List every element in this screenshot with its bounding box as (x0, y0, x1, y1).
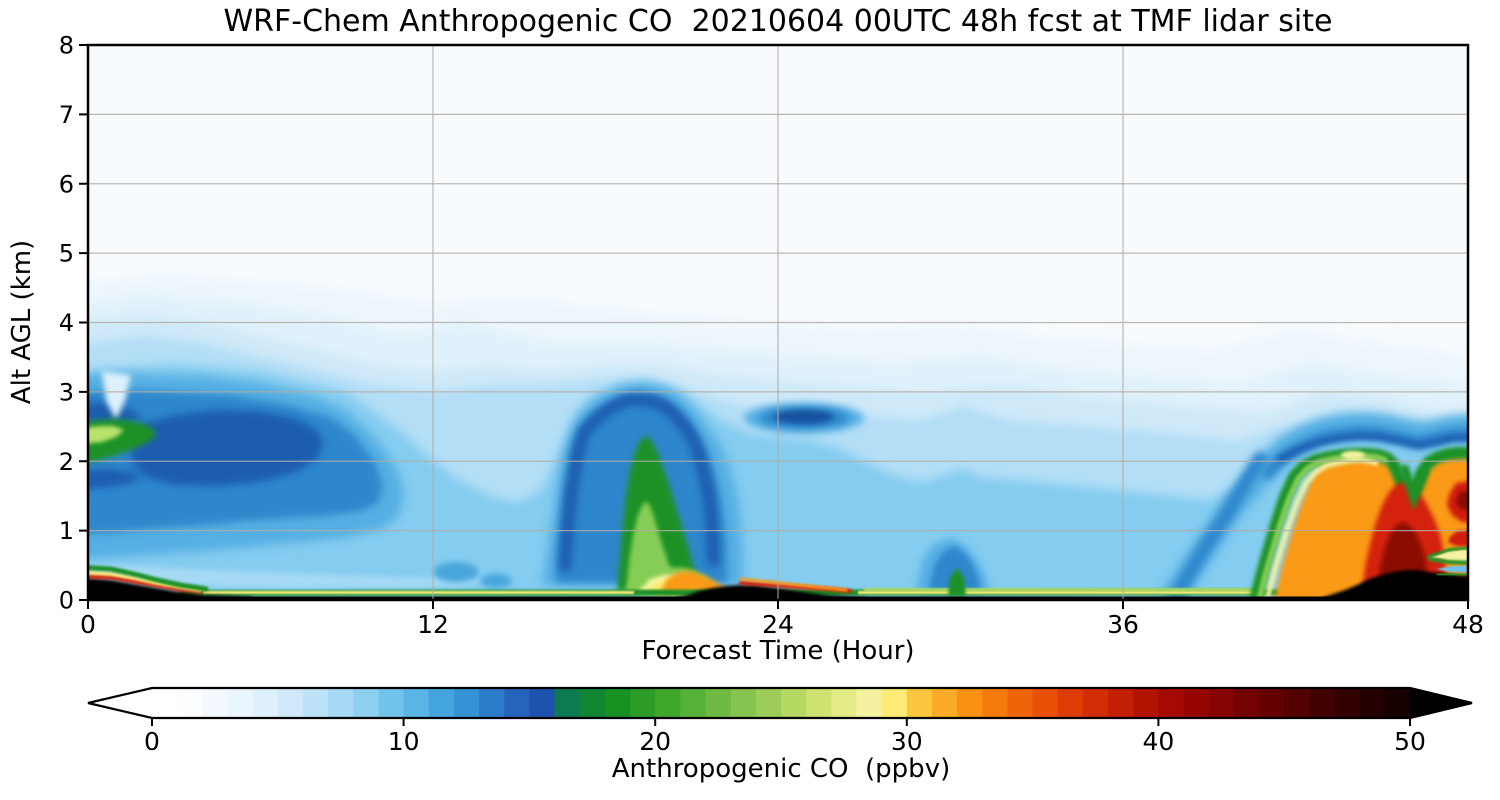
colorbar-segment (1183, 688, 1210, 718)
colorbar-tick-label: 10 (388, 727, 420, 756)
colorbar-segment (755, 688, 782, 718)
x-tick-label: 48 (1452, 610, 1484, 639)
colorbar-segment (1133, 688, 1160, 718)
colorbar-segment (982, 688, 1009, 718)
colorbar-segment (353, 688, 380, 718)
colorbar-tick-label: 20 (639, 727, 671, 756)
colorbar-tick-label: 40 (1142, 727, 1174, 756)
colorbar-segment (202, 688, 229, 718)
colorbar-segment (1309, 688, 1336, 718)
colorbar-segment (957, 688, 983, 718)
colorbar-segment (680, 688, 707, 718)
chart-title: WRF-Chem Anthropogenic CO 20210604 00UTC… (224, 4, 1333, 39)
y-axis-label: Alt AGL (km) (7, 240, 37, 404)
colorbar-segment (453, 688, 480, 718)
colorbar-tick-label: 0 (144, 727, 160, 756)
colorbar-segment (428, 688, 455, 718)
colorbar-segment (579, 688, 606, 718)
colorbar-segment (1384, 688, 1411, 718)
colorbar-segment (1108, 688, 1134, 718)
colorbar-segment (1233, 688, 1260, 718)
colorbar-segment (504, 688, 531, 718)
y-tick-label: 3 (59, 378, 74, 406)
x-tick-label: 12 (417, 610, 449, 639)
colorbar-segment (1359, 688, 1386, 718)
colorbar-segment (252, 688, 279, 718)
colorbar-over-arrow (1410, 688, 1472, 718)
colorbar-tick-label: 30 (891, 727, 923, 756)
colorbar-label: Anthropogenic CO (ppbv) (612, 754, 950, 784)
colorbar-tick-label: 50 (1394, 727, 1426, 756)
y-tick-label: 8 (59, 32, 74, 60)
colorbar-segment (806, 688, 833, 718)
colorbar-segment (630, 688, 656, 718)
colorbar-segment (1284, 688, 1311, 718)
colorbar-segment (730, 688, 757, 718)
colorbar-segment (1082, 688, 1109, 718)
y-tick-label: 1 (59, 517, 74, 545)
colorbar-segment (227, 688, 254, 718)
colorbar-segment (931, 688, 958, 718)
y-tick-label: 2 (59, 448, 74, 476)
colorbar-segment (529, 688, 556, 718)
colorbar-segment (554, 688, 581, 718)
colorbar-segment (177, 688, 204, 718)
colorbar-segment (1007, 688, 1034, 718)
colorbar-segment (856, 688, 883, 718)
x-tick-label: 24 (762, 610, 794, 639)
x-tick-label: 0 (80, 610, 96, 639)
gridlines (88, 45, 1468, 600)
colorbar-segment (705, 688, 732, 718)
colorbar-ticks: 0 10 20 30 40 50 (144, 718, 1426, 756)
colorbar-segment (1259, 688, 1285, 718)
colorbar-segment (152, 688, 178, 718)
colorbar-segment (403, 688, 430, 718)
colorbar-segment (1158, 688, 1185, 718)
colorbar-segment (378, 688, 405, 718)
x-tick-label: 36 (1107, 610, 1139, 639)
colorbar-segment (1208, 688, 1235, 718)
x-axis-label: Forecast Time (Hour) (641, 636, 914, 666)
colorbar-segment (277, 688, 304, 718)
colorbar-segment (302, 688, 329, 718)
colorbar-segment (831, 688, 858, 718)
colorbar-under-arrow (88, 688, 152, 718)
colorbar-segment (1334, 688, 1361, 718)
colorbar-segment (604, 688, 631, 718)
y-tick-label: 7 (59, 101, 74, 129)
colorbar-segment (328, 688, 354, 718)
colorbar-segment (1032, 688, 1059, 718)
colorbar-segment (479, 688, 505, 718)
y-tick-label: 0 (59, 587, 74, 615)
colorbar-segment (1057, 688, 1084, 718)
y-tick-label: 4 (59, 309, 74, 337)
colorbar-segment (881, 688, 908, 718)
y-axis: 0 1 2 3 4 5 6 7 8 (59, 32, 88, 615)
colorbar-segment (781, 688, 807, 718)
colorbar-segment (906, 688, 933, 718)
colorbar-segment (655, 688, 682, 718)
x-axis: 0 12 24 36 48 (80, 600, 1484, 639)
colorbar (152, 688, 1411, 718)
y-tick-label: 5 (59, 240, 74, 268)
y-tick-label: 6 (59, 170, 74, 198)
